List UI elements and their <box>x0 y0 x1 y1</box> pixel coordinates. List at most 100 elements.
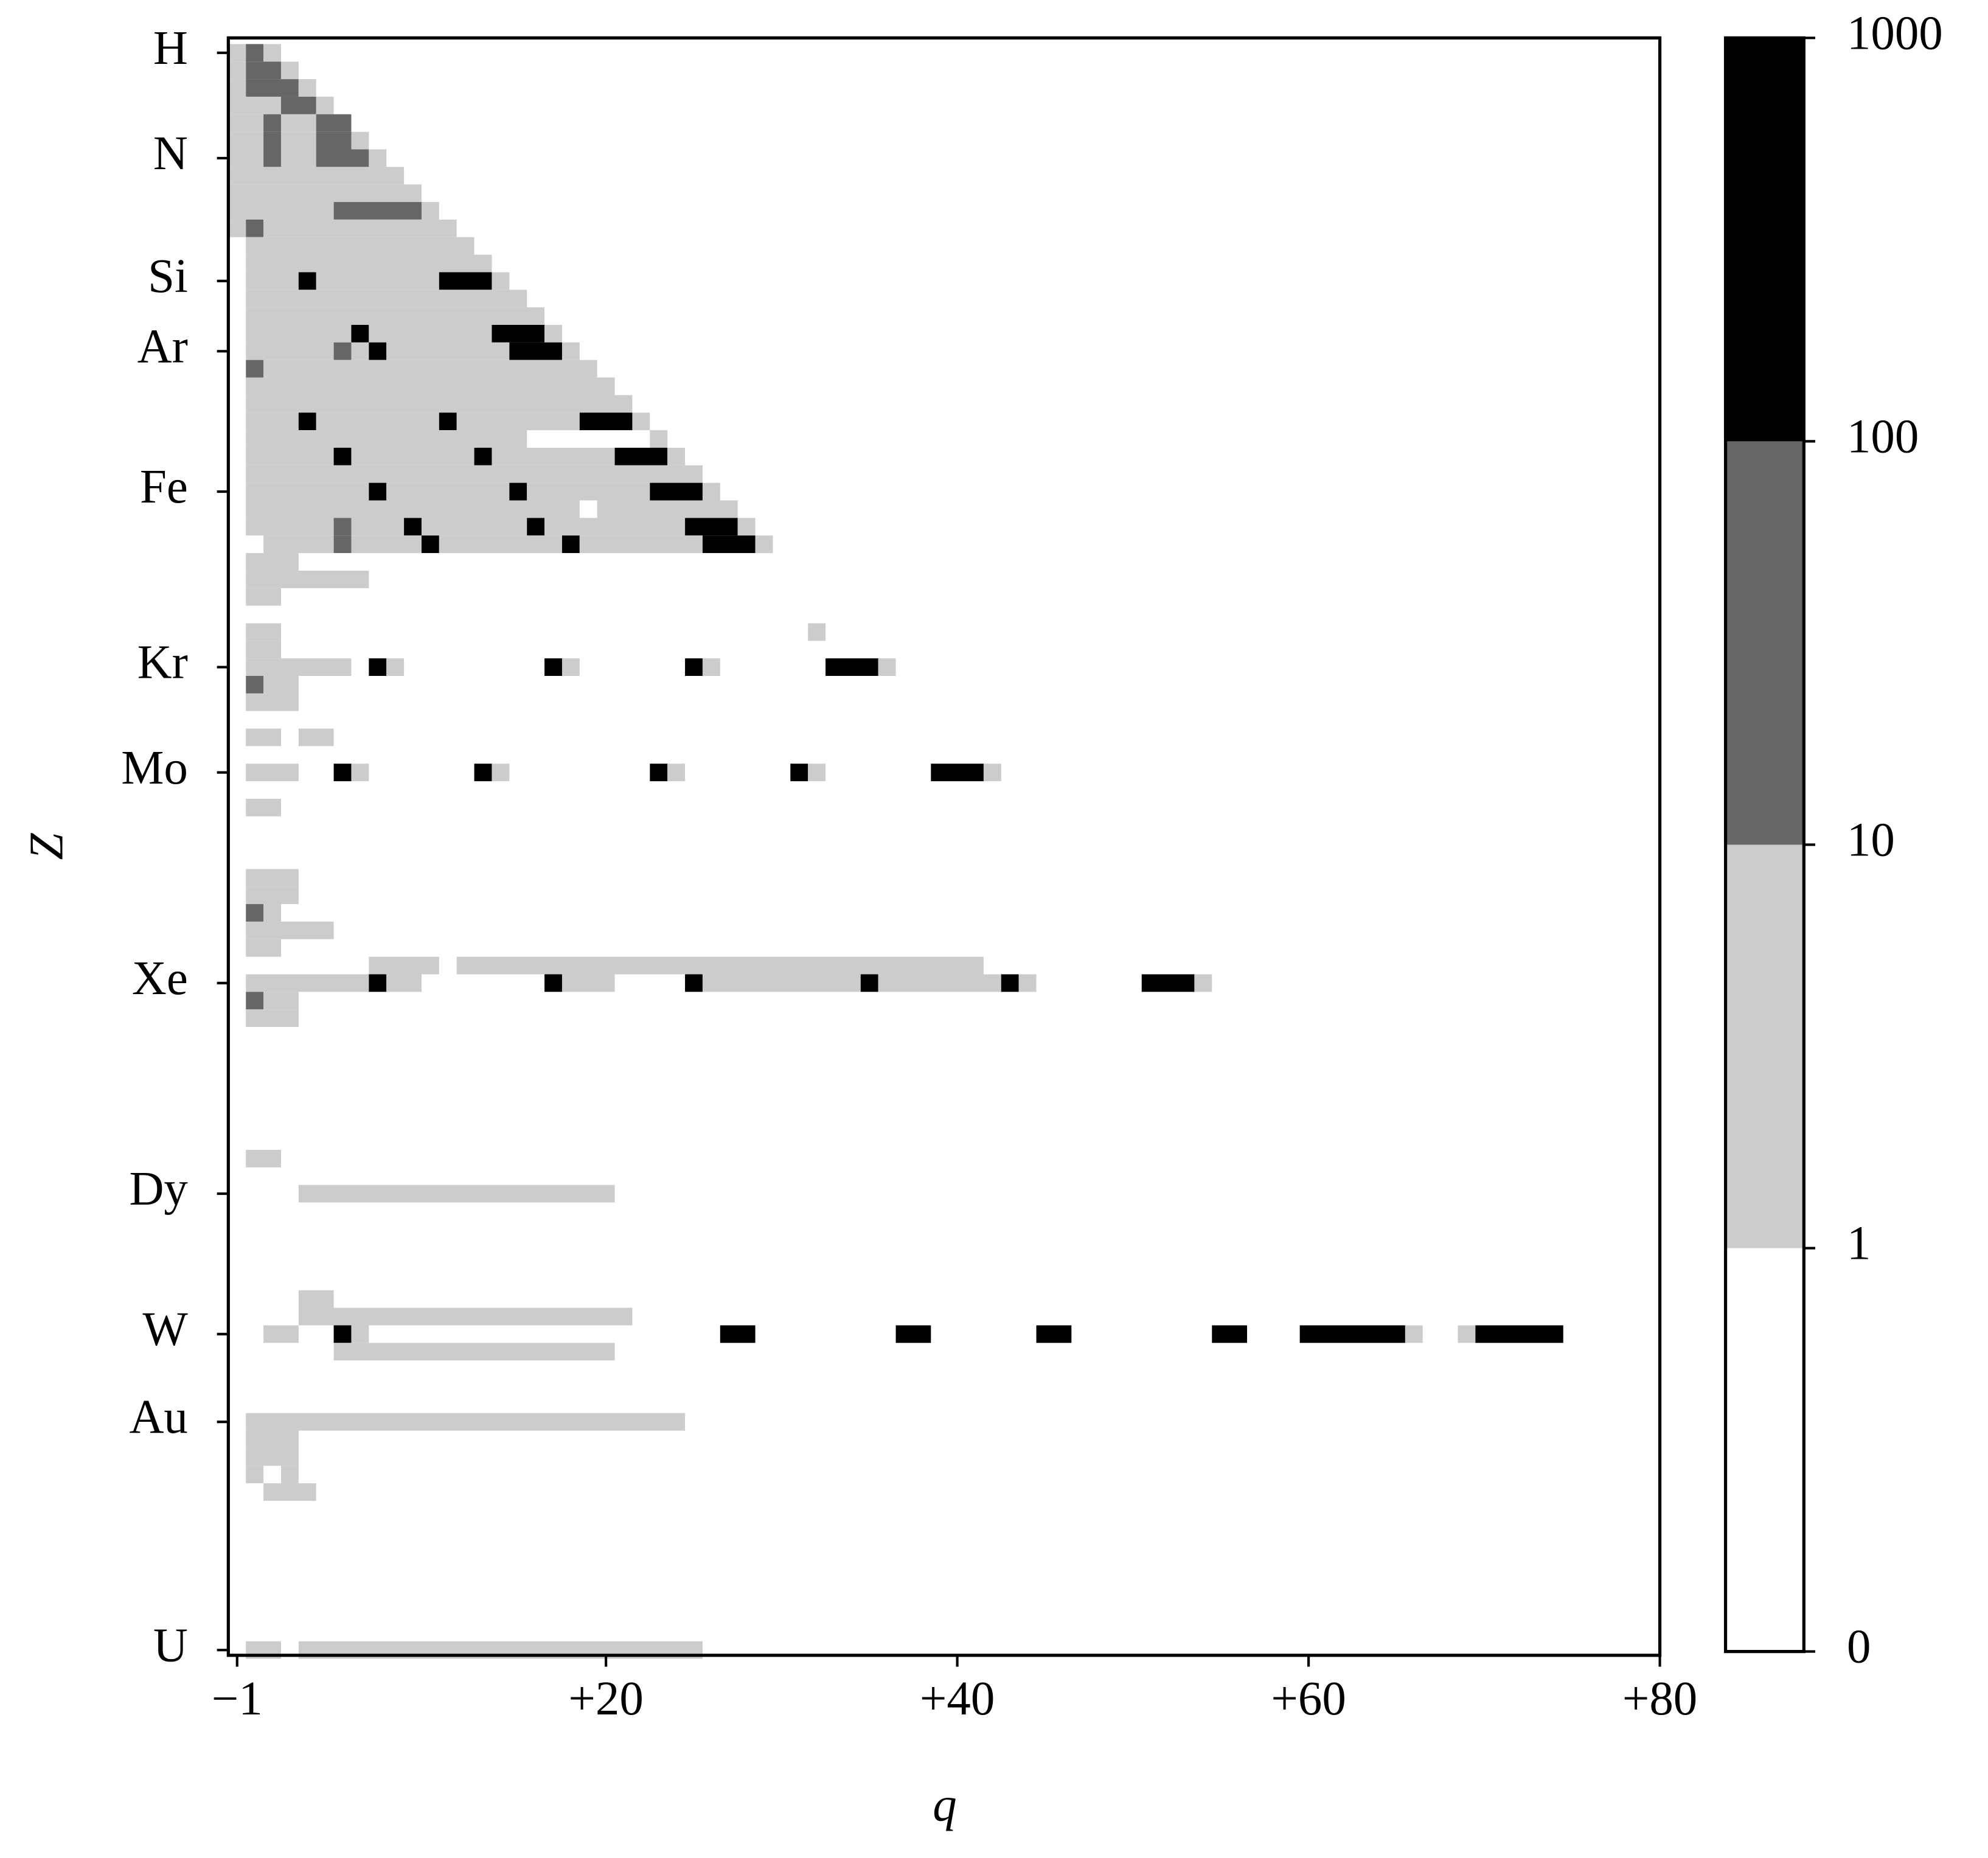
heatmap-cell <box>246 570 369 588</box>
x-axis-label: q <box>933 1778 956 1831</box>
heatmap-cell <box>369 658 387 677</box>
heatmap-cell <box>246 447 334 465</box>
heatmap-cell <box>333 1325 352 1343</box>
heatmap-cell <box>246 465 703 483</box>
heatmap-cell <box>404 518 422 536</box>
heatmap-cell <box>280 1466 299 1484</box>
heatmap-cell <box>386 974 422 992</box>
heatmap-cell <box>544 974 562 992</box>
heatmap-cell <box>316 412 439 431</box>
heatmap-cell <box>228 219 246 237</box>
heatmap-cell <box>421 202 439 220</box>
heatmap-cell <box>632 412 650 431</box>
heatmap-cell <box>492 764 510 782</box>
heatmap-cell <box>263 360 597 378</box>
heatmap-cell <box>351 764 369 782</box>
heatmap-cell <box>351 131 369 150</box>
heatmap-cell <box>386 658 405 677</box>
colorbar-tick-label: 0 <box>1847 1621 1871 1674</box>
heatmap-cell <box>246 1413 686 1431</box>
heatmap-cell <box>1212 1325 1248 1343</box>
heatmap-cell <box>351 518 405 536</box>
heatmap-cell <box>228 202 334 220</box>
heatmap-cell <box>439 412 457 431</box>
heatmap-cell <box>246 693 299 711</box>
y-tick-label: U <box>153 1619 188 1672</box>
heatmap-cell <box>421 535 439 554</box>
heatmap-cell <box>527 518 545 536</box>
x-tick-label: −1 <box>212 1672 263 1725</box>
heatmap-cell <box>369 482 387 501</box>
heatmap-cell <box>246 44 264 62</box>
heatmap-cell <box>702 658 720 677</box>
heatmap-cell <box>650 430 668 448</box>
heatmap-cell <box>246 921 334 939</box>
heatmap-cell <box>298 79 316 97</box>
heatmap-cell <box>246 237 474 255</box>
heatmap-cell <box>280 61 299 80</box>
heatmap-cell <box>263 114 281 132</box>
y-tick-label: Au <box>129 1391 187 1444</box>
heatmap-cell <box>246 500 580 518</box>
heatmap-cell <box>544 658 562 677</box>
heatmap-cell <box>720 1325 756 1343</box>
heatmap-cell <box>860 974 878 992</box>
heatmap-cell <box>333 1343 615 1361</box>
heatmap-cell <box>702 974 861 992</box>
heatmap-cell <box>755 535 773 554</box>
y-tick-label: Ar <box>137 320 188 373</box>
heatmap-cell <box>246 360 264 378</box>
heatmap-cell <box>246 658 352 677</box>
heatmap-cell <box>351 1325 369 1343</box>
heatmap-cell <box>316 272 439 290</box>
heatmap-cell <box>246 1466 264 1484</box>
heatmap-cell <box>333 518 352 536</box>
heatmap-cell <box>825 658 878 677</box>
heatmap-cell <box>228 44 246 62</box>
heatmap-cell <box>878 974 1001 992</box>
heatmap-cell <box>246 1430 299 1449</box>
heatmap-cell <box>808 764 826 782</box>
heatmap-cell <box>280 131 316 150</box>
heatmap-cell <box>737 518 756 536</box>
heatmap-cell <box>509 482 527 501</box>
heatmap-cell <box>492 272 510 290</box>
heatmap-cell <box>931 764 984 782</box>
heatmap-cell <box>246 676 264 694</box>
colorbar-segment <box>1725 844 1804 1248</box>
heatmap-cell <box>298 1307 633 1326</box>
heatmap-cell <box>246 904 264 922</box>
heatmap-cell <box>228 131 264 150</box>
heatmap-cell <box>650 482 703 501</box>
x-tick-label: +80 <box>1622 1672 1697 1725</box>
heatmap-cell <box>351 342 369 360</box>
heatmap-cell <box>263 904 281 922</box>
heatmap-cell <box>246 974 369 992</box>
colorbar-segment <box>1725 441 1804 845</box>
heatmap-cell <box>316 114 352 132</box>
y-tick-label: Kr <box>137 636 188 689</box>
heatmap-cell <box>263 1483 316 1501</box>
heatmap-cell <box>228 79 246 97</box>
heatmap-cell <box>263 131 281 150</box>
heatmap-cell <box>439 272 492 290</box>
heatmap-cell <box>228 96 281 114</box>
heatmap-cell <box>228 149 264 167</box>
heatmap-cell <box>1001 974 1019 992</box>
heatmap-cell <box>263 1325 299 1343</box>
heatmap-cell <box>369 956 439 975</box>
y-tick-label: W <box>142 1303 188 1356</box>
heatmap-cell <box>808 623 826 641</box>
heatmap-cell <box>685 658 703 677</box>
heatmap-cell <box>1405 1325 1423 1343</box>
y-axis-label: Z <box>21 833 74 860</box>
heatmap-cell <box>333 342 352 360</box>
colorbar-segment <box>1725 38 1804 442</box>
heatmap-cell <box>561 658 580 677</box>
heatmap-cell <box>544 325 562 343</box>
heatmap-cell <box>246 728 281 746</box>
heatmap-cell <box>386 482 510 501</box>
colorbar-tick-label: 1000 <box>1847 7 1943 60</box>
heatmap-cell <box>246 412 299 431</box>
heatmap-cell <box>439 535 562 554</box>
